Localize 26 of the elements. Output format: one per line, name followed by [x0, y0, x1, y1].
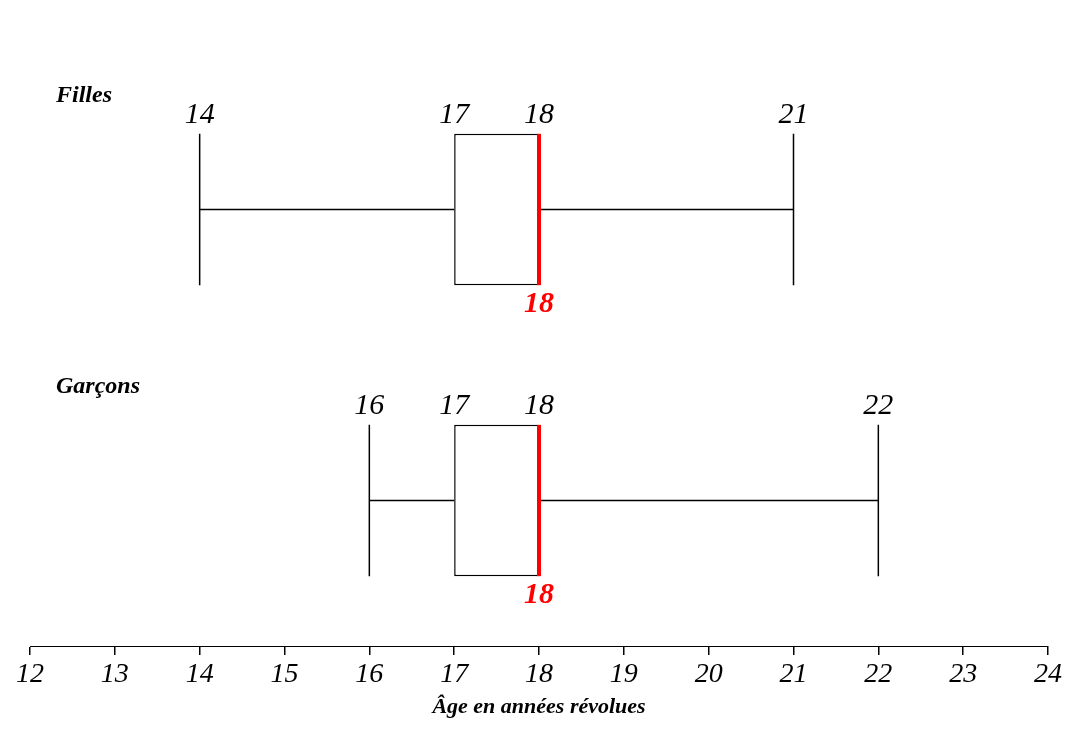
- annotation: 18: [524, 95, 554, 129]
- annotation: 18: [524, 575, 554, 609]
- annotation: 17: [439, 95, 472, 129]
- y-tick-label: Garçons: [56, 371, 141, 398]
- x-tick-label: 14: [185, 657, 214, 689]
- x-tick-label: 20: [694, 657, 723, 689]
- x-tick-label: 19: [609, 657, 638, 689]
- x-tick-label: 17: [440, 657, 470, 689]
- annotation: 22: [863, 386, 894, 420]
- annotation: 21: [778, 95, 809, 129]
- x-tick-label: 12: [16, 657, 44, 689]
- y-tick-label: Filles: [55, 80, 113, 107]
- annotation: 17: [439, 386, 472, 420]
- x-axis-title: Âge en années révolues: [430, 693, 646, 719]
- x-tick-label: 18: [525, 657, 553, 689]
- x-tick-label: 22: [864, 657, 893, 689]
- x-tick-label: 13: [100, 657, 129, 689]
- x-tick-label: 24: [1034, 657, 1062, 689]
- x-tick-label: 23: [949, 657, 978, 689]
- x-tick-label: 15: [270, 657, 299, 689]
- x-tick-label: 21: [779, 657, 808, 689]
- annotation: 14: [184, 95, 215, 129]
- annotation: 18: [524, 386, 554, 420]
- annotation: 16: [354, 386, 385, 420]
- annotation: 18: [524, 284, 554, 318]
- x-tick-label: 16: [355, 657, 384, 689]
